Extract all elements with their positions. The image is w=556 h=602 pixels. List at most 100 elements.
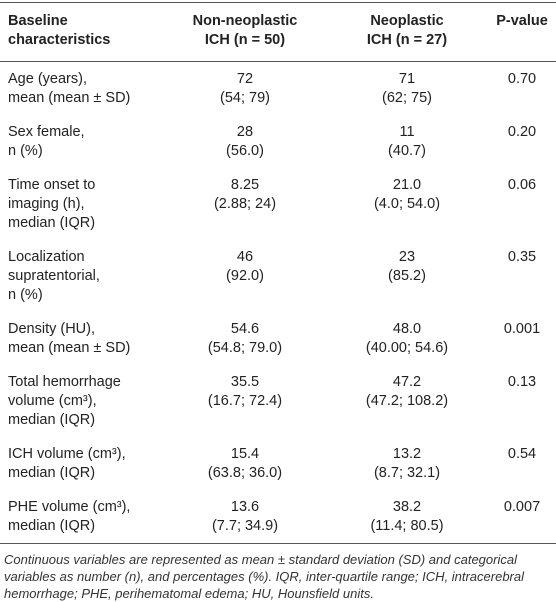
cell-line: (92.0) xyxy=(226,268,264,284)
table-body: Age (years), mean (mean ± SD) 72 (54; 79) 71… xyxy=(0,62,556,544)
table-cell: 0.70 xyxy=(488,62,556,116)
table-cell: 0.20 xyxy=(488,115,556,168)
cell-line: (7.7; 34.9) xyxy=(211,518,279,534)
table-row: Sex female, n (%) 28 (56.0) 11 (40.7) 0.20 xyxy=(0,115,556,168)
cell-line: 15.4 xyxy=(230,446,260,462)
cell-line: (2.88; 24) xyxy=(213,196,277,212)
cell-line: Age (years), xyxy=(8,71,87,87)
table-cell: 0.001 xyxy=(488,312,556,365)
cell-line: 0.35 xyxy=(507,249,537,265)
table-cell: 38.2 (11.4; 80.5) xyxy=(326,490,488,544)
cell-line: 35.5 xyxy=(230,374,260,390)
table-cell: Age (years), mean (mean ± SD) xyxy=(0,62,164,116)
table-cell: 46 (92.0) xyxy=(164,240,326,312)
cell-line: 0.007 xyxy=(503,499,541,515)
cell-line: (54; 79) xyxy=(220,90,270,106)
table-cell: 72 (54; 79) xyxy=(164,62,326,116)
cell-line: characteristics xyxy=(8,32,111,48)
footnote: Continuous variables are represented as … xyxy=(4,552,524,601)
cell-line: 48.0 xyxy=(392,321,422,337)
table-cell: 15.4 (63.8; 36.0) xyxy=(164,437,326,490)
cell-line: mean (mean ± SD) xyxy=(8,90,131,106)
table-cell: Time onset to imaging (h), median (IQR) xyxy=(0,168,164,240)
cell-line: n (%) xyxy=(8,143,43,159)
cell-line: Baseline xyxy=(8,13,68,29)
cell-line: (62; 75) xyxy=(382,90,432,106)
cell-line: 0.001 xyxy=(503,321,541,337)
cell-line: (63.8; 36.0) xyxy=(207,465,283,481)
cell-line: median (IQR) xyxy=(8,215,96,231)
table-cell: Sex female, n (%) xyxy=(0,115,164,168)
cell-line: median (IQR) xyxy=(8,412,96,428)
header-row: Baseline characteristics Non-neoplastic ICH… xyxy=(0,2,556,62)
table-cell: PHE volume (cm³), median (IQR) xyxy=(0,490,164,544)
table-row: Age (years), mean (mean ± SD) 72 (54; 79) 71… xyxy=(0,62,556,116)
table-cell: Localization supratentorial, n (%) xyxy=(0,240,164,312)
cell-line: 0.70 xyxy=(507,71,537,87)
header-cell: P-value xyxy=(488,3,556,62)
table-cell: 54.6 (54.8; 79.0) xyxy=(164,312,326,365)
cell-line: Neoplastic xyxy=(370,13,444,29)
cell-line: 23 xyxy=(398,249,416,265)
table-cell: 13.2 (8.7; 32.1) xyxy=(326,437,488,490)
table-cell: 21.0 (4.0; 54.0) xyxy=(326,168,488,240)
header-cell: Baseline characteristics xyxy=(0,3,164,62)
header-cell: Non-neoplastic ICH (n = 50) xyxy=(164,3,326,62)
cell-line: (4.0; 54.0) xyxy=(373,196,441,212)
table-header: Baseline characteristics Non-neoplastic ICH… xyxy=(0,2,556,62)
cell-line: median (IQR) xyxy=(8,518,96,534)
cell-line: (40.00; 54.6) xyxy=(365,340,449,356)
table-row: PHE volume (cm³), median (IQR) 13.6 (7.7; 3… xyxy=(0,490,556,544)
cell-line: Time onset to xyxy=(8,177,96,193)
cell-line: (8.7; 32.1) xyxy=(373,465,441,481)
table-cell: 23 (85.2) xyxy=(326,240,488,312)
cell-line: 0.13 xyxy=(507,374,537,390)
cell-line: (11.4; 80.5) xyxy=(370,518,444,534)
cell-line: 13.6 xyxy=(230,499,260,515)
table-cell: 71 (62; 75) xyxy=(326,62,488,116)
cell-line: (85.2) xyxy=(388,268,426,284)
cell-line: 0.06 xyxy=(507,177,537,193)
cell-line: P-value xyxy=(496,13,548,29)
cell-line: (47.2; 108.2) xyxy=(365,393,449,409)
table-row: Time onset to imaging (h), median (IQR) 8.2… xyxy=(0,168,556,240)
cell-line: Localization xyxy=(8,249,85,265)
cell-line: 0.20 xyxy=(507,124,537,140)
cell-line: n (%) xyxy=(8,287,43,303)
cell-line: median (IQR) xyxy=(8,465,96,481)
table-cell: 0.007 xyxy=(488,490,556,544)
cell-line: (40.7) xyxy=(388,143,426,159)
table-cell: Total hemorrhage volume (cm³), median (IQR… xyxy=(0,365,164,437)
cell-line: 11 xyxy=(399,124,415,140)
cell-line: 8.25 xyxy=(230,177,260,193)
table-row: Density (HU), mean (mean ± SD) 54.6 (54.8; … xyxy=(0,312,556,365)
table-cell: 47.2 (47.2; 108.2) xyxy=(326,365,488,437)
cell-line: ICH (n = 50) xyxy=(204,32,286,48)
cell-line: mean (mean ± SD) xyxy=(8,340,131,356)
cell-line: 71 xyxy=(398,71,416,87)
table-cell: 8.25 (2.88; 24) xyxy=(164,168,326,240)
cell-line: 13.2 xyxy=(392,446,422,462)
table-row: ICH volume (cm³), median (IQR) 15.4 (63.8; … xyxy=(0,437,556,490)
cell-line: volume (cm³), xyxy=(8,393,97,409)
table-row: Localization supratentorial, n (%) 46 (92.0)… xyxy=(0,240,556,312)
cell-line: (54.8; 79.0) xyxy=(207,340,283,356)
table-cell: Density (HU), mean (mean ± SD) xyxy=(0,312,164,365)
cell-line: (56.0) xyxy=(226,143,264,159)
cell-line: 54.6 xyxy=(230,321,260,337)
cell-line: Density (HU), xyxy=(8,321,96,337)
cell-line: supratentorial, xyxy=(8,268,100,284)
table-cell: 11 (40.7) xyxy=(326,115,488,168)
cell-line: 72 xyxy=(236,71,254,87)
cell-line: PHE volume (cm³), xyxy=(8,499,131,515)
cell-line: 21.0 xyxy=(392,177,422,193)
cell-line: 0.54 xyxy=(507,446,537,462)
cell-line: 47.2 xyxy=(392,374,422,390)
cell-line: Total hemorrhage xyxy=(8,374,121,390)
table-cell: ICH volume (cm³), median (IQR) xyxy=(0,437,164,490)
table-row: Total hemorrhage volume (cm³), median (IQR… xyxy=(0,365,556,437)
table-cell: 13.6 (7.7; 34.9) xyxy=(164,490,326,544)
cell-line: 28 xyxy=(236,124,254,140)
